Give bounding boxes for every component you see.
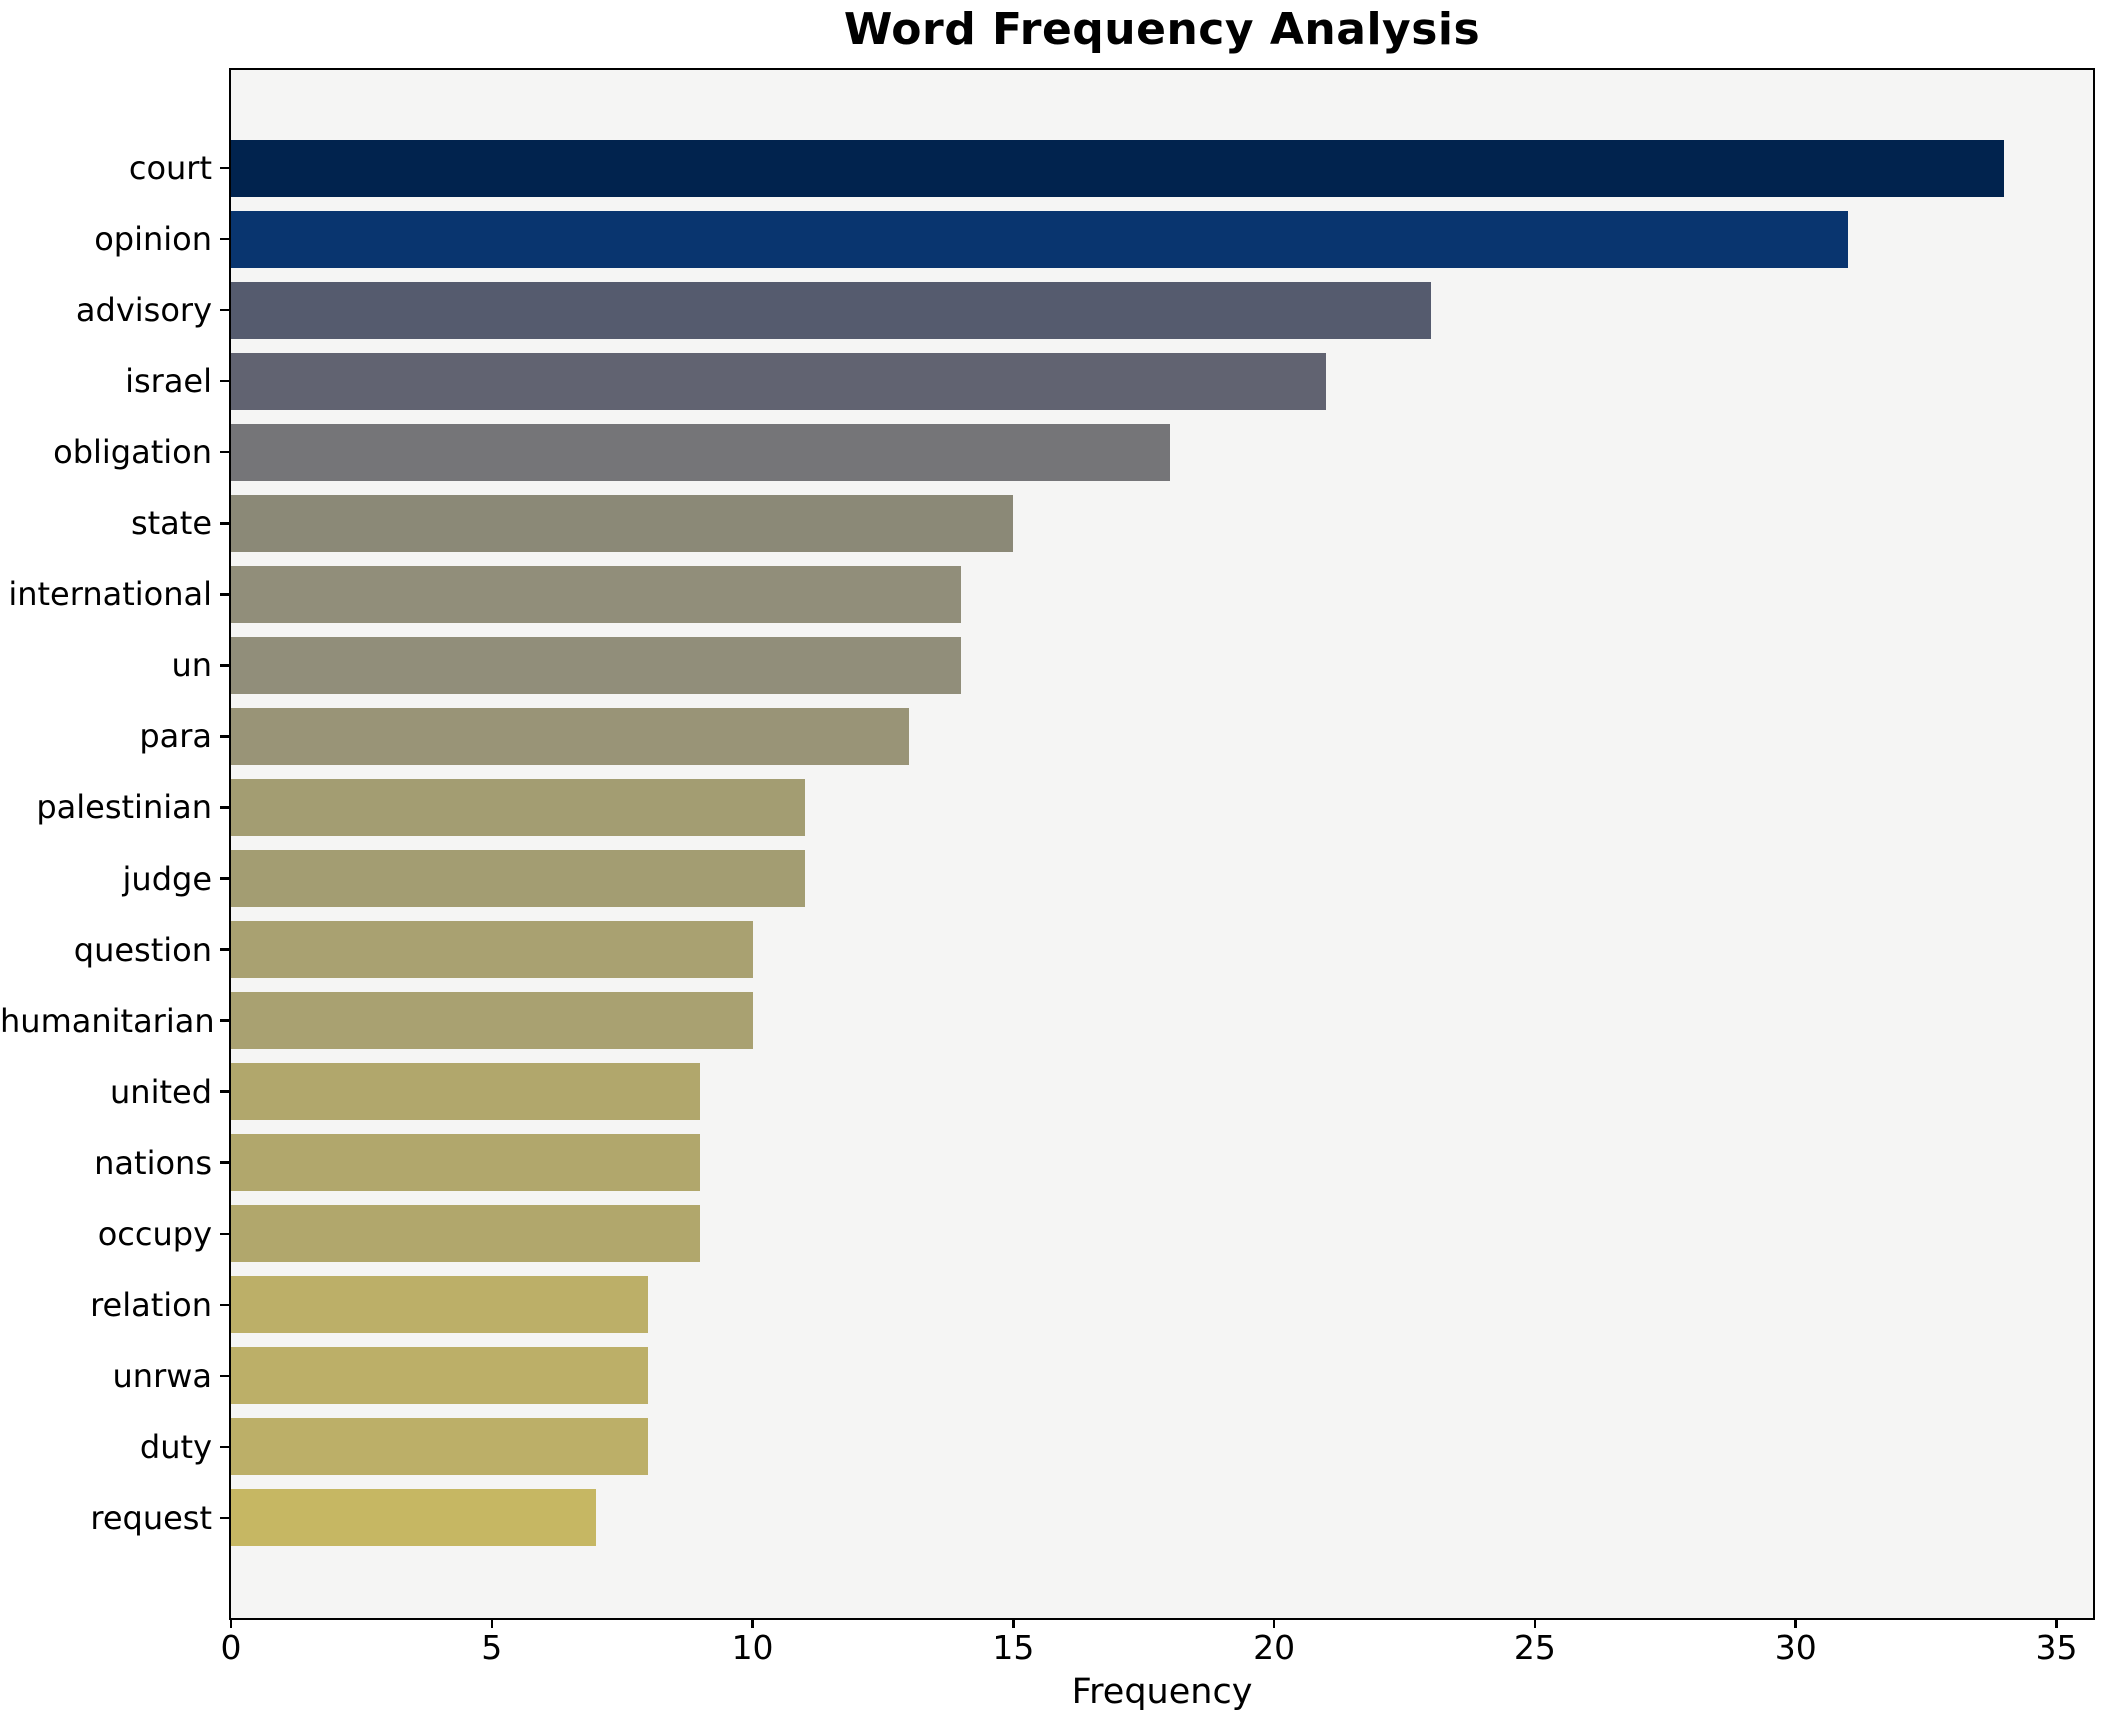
y-label-court: court — [128, 149, 212, 187]
x-tick-label-35: 35 — [2035, 1628, 2078, 1667]
y-tick-palestinian — [220, 806, 230, 809]
y-label-state: state — [130, 504, 212, 543]
x-tick-label-5: 5 — [481, 1628, 503, 1667]
y-tick-israel — [220, 379, 230, 383]
bar-question — [231, 921, 753, 979]
y-tick-occupy — [220, 1232, 230, 1235]
x-tick-35 — [2055, 1618, 2058, 1628]
x-tick-10 — [751, 1618, 754, 1628]
bar-united — [231, 1063, 701, 1121]
x-tick-5 — [490, 1618, 494, 1628]
y-label-palestinian: palestinian — [36, 788, 212, 827]
x-tick-label-10: 10 — [731, 1628, 774, 1667]
chart-title: Word Frequency Analysis — [843, 4, 1481, 55]
y-tick-humanitarian — [220, 1019, 230, 1022]
y-label-obligation: obligation — [53, 433, 212, 472]
y-tick-court — [220, 166, 230, 170]
bar-advisory — [231, 281, 1431, 339]
y-label-para: para — [139, 717, 212, 756]
bar-international — [231, 565, 962, 623]
y-tick-request — [220, 1516, 230, 1520]
bar-state — [231, 494, 1014, 552]
y-label-duty: duty — [139, 1427, 212, 1466]
y-label-opinion: opinion — [94, 220, 212, 259]
x-tick-label-20: 20 — [1253, 1628, 1296, 1667]
y-tick-relation — [220, 1303, 230, 1307]
y-tick-state — [220, 522, 230, 525]
y-tick-unrwa — [220, 1374, 230, 1378]
y-label-humanitarian: humanitarian — [0, 1001, 215, 1040]
y-label-united: united — [110, 1072, 212, 1111]
y-label-unrwa: unrwa — [112, 1356, 213, 1395]
y-label-request: request — [90, 1498, 212, 1537]
bar-occupy — [231, 1205, 701, 1263]
y-label-international: international — [8, 575, 212, 614]
x-tick-0 — [229, 1618, 233, 1628]
x-tick-label-0: 0 — [220, 1628, 242, 1667]
y-tick-advisory — [220, 308, 230, 312]
y-tick-nations — [220, 1161, 230, 1164]
y-label-un: un — [171, 646, 212, 685]
y-label-relation: relation — [90, 1285, 212, 1324]
bar-court — [231, 139, 2005, 197]
bar-unrwa — [231, 1347, 649, 1405]
y-label-advisory: advisory — [75, 291, 212, 330]
x-axis-title: Frequency — [1071, 1672, 1253, 1712]
y-tick-para — [220, 735, 230, 738]
bar-israel — [231, 352, 1327, 410]
y-tick-un — [220, 664, 230, 667]
bar-nations — [231, 1134, 701, 1192]
y-tick-united — [220, 1090, 230, 1093]
y-tick-question — [220, 948, 230, 951]
y-label-question: question — [73, 930, 212, 969]
y-tick-obligation — [220, 450, 230, 454]
x-tick-label-25: 25 — [1513, 1628, 1556, 1667]
bar-judge — [231, 850, 805, 907]
bar-palestinian — [231, 778, 805, 836]
bar-para — [231, 707, 910, 765]
y-label-occupy: occupy — [97, 1214, 212, 1253]
x-tick-label-15: 15 — [992, 1628, 1035, 1667]
x-tick-30 — [1794, 1618, 1797, 1628]
y-tick-judge — [220, 877, 230, 880]
bar-request — [231, 1489, 597, 1547]
y-tick-opinion — [220, 237, 230, 241]
x-tick-20 — [1272, 1618, 1276, 1628]
y-label-israel: israel — [125, 362, 212, 401]
plot-area — [229, 68, 2095, 1620]
bar-humanitarian — [231, 992, 753, 1050]
x-tick-15 — [1012, 1618, 1015, 1628]
bar-obligation — [231, 423, 1170, 481]
y-label-nations: nations — [94, 1143, 212, 1182]
y-label-judge: judge — [122, 859, 212, 898]
y-tick-duty — [220, 1445, 230, 1449]
x-tick-label-30: 30 — [1774, 1628, 1817, 1667]
y-tick-international — [220, 593, 230, 596]
bar-duty — [231, 1418, 649, 1476]
bar-un — [231, 636, 962, 694]
x-tick-25 — [1533, 1618, 1537, 1628]
bar-relation — [231, 1276, 649, 1334]
bar-opinion — [231, 210, 1848, 268]
